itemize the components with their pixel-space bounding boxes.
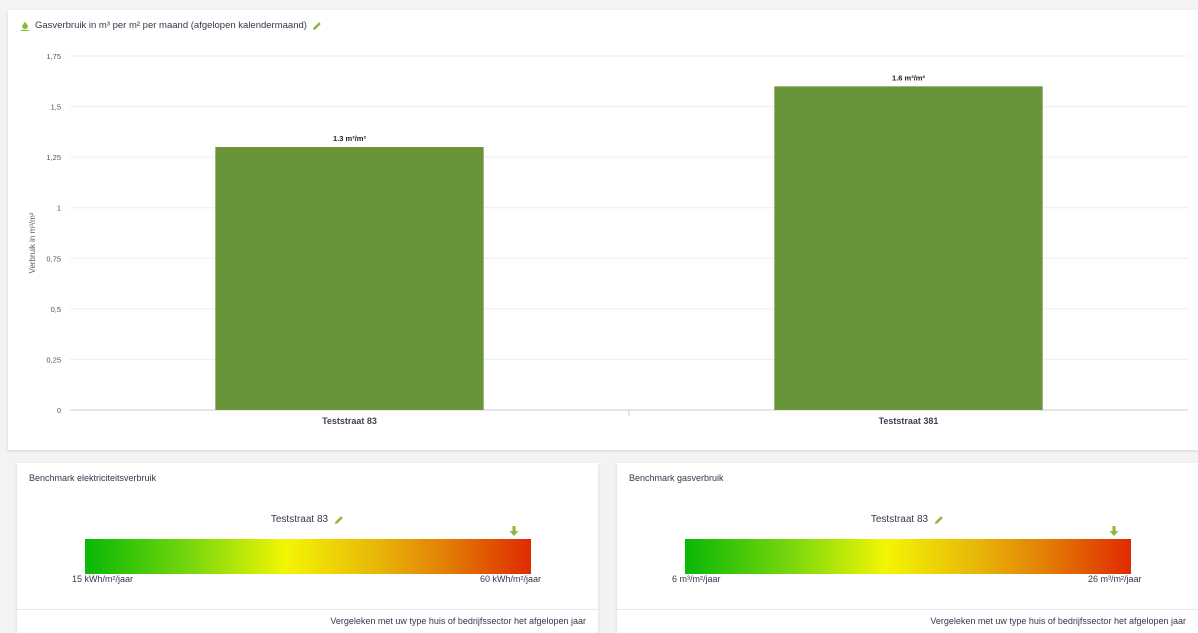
benchmark-min-label: 15 kWh/m²/jaar	[72, 574, 134, 584]
y-tick-label: 0	[57, 406, 61, 415]
benchmark-note: Vergeleken met uw type huis of bedrijfss…	[930, 616, 1186, 626]
edit-pencil-icon[interactable]	[934, 515, 944, 525]
y-tick-label: 1,5	[51, 103, 61, 112]
benchmark-gradient-bar	[685, 539, 1131, 574]
benchmark-gradient-bar	[85, 539, 531, 574]
y-tick-label: 0,75	[46, 254, 61, 263]
y-tick-label: 1	[57, 204, 61, 213]
arrow-down-icon	[509, 526, 519, 536]
edit-pencil-icon[interactable]	[334, 515, 344, 525]
y-tick-label: 1,75	[46, 52, 61, 61]
y-tick-label: 0,5	[51, 305, 61, 314]
benchmark-address-label: Teststraat 83	[270, 514, 329, 525]
benchmark-title: Benchmark gasverbruik	[629, 473, 724, 483]
edit-pencil-icon[interactable]	[312, 21, 322, 31]
benchmark-footer-divider	[617, 609, 1198, 610]
chart-title: Gasverbruik in m³ per m² per maand (afge…	[35, 20, 307, 31]
bar-data-label: 1.6 m³/m²	[892, 73, 925, 82]
benchmark-note: Vergeleken met uw type huis of bedrijfss…	[330, 616, 586, 626]
drop-icon	[21, 21, 29, 31]
x-category-label: Teststraat 381	[879, 416, 939, 426]
y-tick-label: 0,25	[46, 355, 61, 364]
benchmark-max-label: 26 m³/m²/jaar	[1088, 574, 1142, 584]
benchmark-address: Teststraat 83	[617, 514, 1198, 525]
bar-chart: 0 0,25 0,5 0,75 1 1,25 1,5 1,75 1.3 m³/m² Testst…	[28, 52, 1188, 426]
bar-data-label: 1.3 m³/m²	[333, 134, 366, 143]
benchmark-gas-card: Benchmark gasverbruik Teststraat 83 6 m³…	[617, 463, 1198, 633]
y-tick-label: 1,25	[46, 153, 61, 162]
y-axis-label: Verbruik in m³/m²	[28, 212, 37, 273]
benchmark-address-label: Teststraat 83	[870, 514, 929, 525]
bar[interactable]	[774, 86, 1043, 410]
x-category-label: Teststraat 83	[322, 416, 377, 426]
gas-usage-chart-card: Gasverbruik in m³ per m² per maand (afge…	[8, 10, 1198, 450]
benchmark-max-label: 60 kWh/m²/jaar	[480, 574, 542, 584]
benchmark-title: Benchmark elektriciteitsverbruik	[29, 473, 157, 483]
bar[interactable]	[215, 147, 484, 410]
chart-card-header: Gasverbruik in m³ per m² per maand (afge…	[20, 20, 322, 31]
arrow-down-icon	[1109, 526, 1119, 536]
benchmark-address: Teststraat 83	[17, 514, 598, 525]
benchmark-min-label: 6 m³/m²/jaar	[672, 574, 721, 584]
benchmark-footer-divider	[17, 609, 598, 610]
benchmark-electricity-card: Benchmark elektriciteitsverbruik Teststr…	[17, 463, 598, 633]
